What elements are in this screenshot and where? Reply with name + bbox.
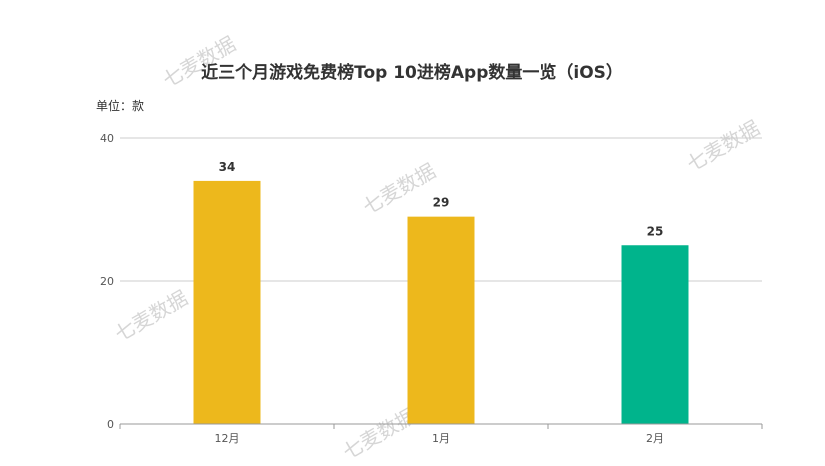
data-label: 25 (647, 224, 664, 238)
x-axis: 12月 1月 2月 (119, 423, 763, 445)
unit-label: 单位：款 (96, 98, 144, 113)
y-tick-label: 0 (107, 418, 114, 431)
watermark: 七麦数据 (159, 32, 240, 93)
bars (193, 180, 689, 424)
y-tick-label: 40 (100, 132, 114, 145)
y-axis-ticks: 0 20 40 (100, 132, 114, 431)
x-tick-label: 12月 (215, 432, 240, 445)
bar (621, 245, 689, 424)
watermark: 七麦数据 (111, 286, 192, 347)
watermark: 七麦数据 (359, 159, 440, 220)
chart-title: 近三个月游戏免费榜Top 10进榜App数量一览（iOS） (201, 62, 623, 83)
data-label: 29 (433, 196, 450, 210)
bar (193, 180, 261, 424)
y-tick-label: 20 (100, 275, 114, 288)
data-labels: 34 29 25 (219, 160, 664, 238)
bar (407, 216, 475, 424)
x-tick-label: 1月 (432, 432, 450, 445)
data-label: 34 (219, 160, 236, 174)
x-tick-label: 2月 (646, 432, 664, 445)
watermark: 七麦数据 (683, 116, 764, 177)
